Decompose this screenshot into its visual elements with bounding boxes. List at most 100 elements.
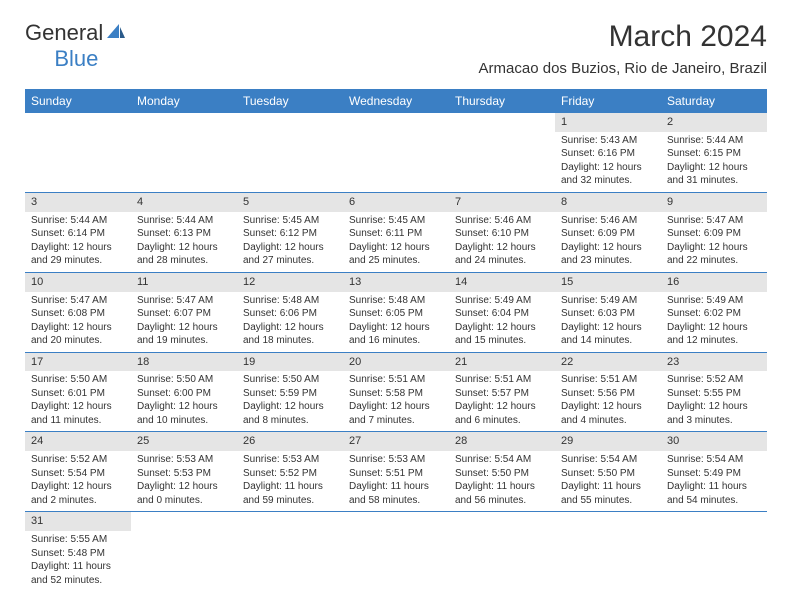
day-number: 12 [237, 273, 343, 292]
logo-text-1: General [25, 20, 103, 46]
sunset-line: Sunset: 5:58 PM [349, 387, 443, 401]
sunrise-line: Sunrise: 5:53 AM [137, 453, 231, 467]
day-number: 13 [343, 273, 449, 292]
daylight-line-2: and 10 minutes. [137, 414, 231, 428]
calendar-cell: 30Sunrise: 5:54 AMSunset: 5:49 PMDayligh… [661, 432, 767, 512]
sunrise-line: Sunrise: 5:45 AM [349, 214, 443, 228]
daylight-line-2: and 24 minutes. [455, 254, 549, 268]
sunrise-line: Sunrise: 5:46 AM [561, 214, 655, 228]
sunrise-line: Sunrise: 5:44 AM [137, 214, 231, 228]
sunrise-line: Sunrise: 5:44 AM [31, 214, 125, 228]
daylight-line-2: and 4 minutes. [561, 414, 655, 428]
sunrise-line: Sunrise: 5:50 AM [31, 373, 125, 387]
weekday-header: Wednesday [343, 89, 449, 113]
daylight-line-1: Daylight: 12 hours [349, 241, 443, 255]
calendar-cell: 8Sunrise: 5:46 AMSunset: 6:09 PMDaylight… [555, 193, 661, 273]
daylight-line-1: Daylight: 12 hours [667, 321, 761, 335]
calendar-cell: 3Sunrise: 5:44 AMSunset: 6:14 PMDaylight… [25, 193, 131, 273]
day-content: Sunrise: 5:51 AMSunset: 5:56 PMDaylight:… [555, 371, 661, 431]
sunset-line: Sunset: 6:09 PM [667, 227, 761, 241]
calendar-cell: 28Sunrise: 5:54 AMSunset: 5:50 PMDayligh… [449, 432, 555, 512]
day-content: Sunrise: 5:50 AMSunset: 6:00 PMDaylight:… [131, 371, 237, 431]
day-number: 4 [131, 193, 237, 212]
calendar-cell: 15Sunrise: 5:49 AMSunset: 6:03 PMDayligh… [555, 273, 661, 353]
calendar-cell: 17Sunrise: 5:50 AMSunset: 6:01 PMDayligh… [25, 353, 131, 433]
day-number: 14 [449, 273, 555, 292]
daylight-line-1: Daylight: 12 hours [31, 321, 125, 335]
daylight-line-2: and 6 minutes. [455, 414, 549, 428]
day-number: 11 [131, 273, 237, 292]
calendar-cell [449, 113, 555, 193]
sunrise-line: Sunrise: 5:49 AM [455, 294, 549, 308]
day-number: 23 [661, 353, 767, 372]
day-content: Sunrise: 5:47 AMSunset: 6:09 PMDaylight:… [661, 212, 767, 272]
sunrise-line: Sunrise: 5:54 AM [561, 453, 655, 467]
calendar-cell: 12Sunrise: 5:48 AMSunset: 6:06 PMDayligh… [237, 273, 343, 353]
daylight-line-1: Daylight: 12 hours [137, 241, 231, 255]
sunrise-line: Sunrise: 5:55 AM [31, 533, 125, 547]
day-content: Sunrise: 5:50 AMSunset: 5:59 PMDaylight:… [237, 371, 343, 431]
daylight-line-1: Daylight: 11 hours [667, 480, 761, 494]
day-number: 19 [237, 353, 343, 372]
daylight-line-2: and 8 minutes. [243, 414, 337, 428]
sunset-line: Sunset: 6:01 PM [31, 387, 125, 401]
sunrise-line: Sunrise: 5:49 AM [667, 294, 761, 308]
calendar-cell [131, 113, 237, 193]
daylight-line-1: Daylight: 12 hours [561, 161, 655, 175]
sunrise-line: Sunrise: 5:46 AM [455, 214, 549, 228]
sunset-line: Sunset: 6:05 PM [349, 307, 443, 321]
day-content: Sunrise: 5:53 AMSunset: 5:53 PMDaylight:… [131, 451, 237, 511]
daylight-line-1: Daylight: 12 hours [561, 400, 655, 414]
day-number: 30 [661, 432, 767, 451]
daylight-line-2: and 28 minutes. [137, 254, 231, 268]
day-number: 27 [343, 432, 449, 451]
daylight-line-1: Daylight: 12 hours [455, 321, 549, 335]
sunset-line: Sunset: 6:16 PM [561, 147, 655, 161]
daylight-line-2: and 54 minutes. [667, 494, 761, 508]
daylight-line-1: Daylight: 12 hours [243, 400, 337, 414]
sunrise-line: Sunrise: 5:47 AM [31, 294, 125, 308]
logo: General [25, 20, 127, 46]
calendar-cell: 25Sunrise: 5:53 AMSunset: 5:53 PMDayligh… [131, 432, 237, 512]
daylight-line-1: Daylight: 12 hours [561, 321, 655, 335]
sunset-line: Sunset: 5:49 PM [667, 467, 761, 481]
day-number: 18 [131, 353, 237, 372]
title-block: March 2024 Armacao dos Buzios, Rio de Ja… [479, 20, 767, 85]
day-number: 28 [449, 432, 555, 451]
sunrise-line: Sunrise: 5:43 AM [561, 134, 655, 148]
daylight-line-2: and 19 minutes. [137, 334, 231, 348]
sunset-line: Sunset: 5:53 PM [137, 467, 231, 481]
sunrise-line: Sunrise: 5:50 AM [243, 373, 337, 387]
day-number: 5 [237, 193, 343, 212]
daylight-line-2: and 22 minutes. [667, 254, 761, 268]
calendar-cell: 19Sunrise: 5:50 AMSunset: 5:59 PMDayligh… [237, 353, 343, 433]
calendar-cell: 31Sunrise: 5:55 AMSunset: 5:48 PMDayligh… [25, 512, 131, 591]
sunset-line: Sunset: 5:48 PM [31, 547, 125, 561]
sunrise-line: Sunrise: 5:54 AM [455, 453, 549, 467]
weekday-header: Thursday [449, 89, 555, 113]
sunset-line: Sunset: 5:55 PM [667, 387, 761, 401]
day-content: Sunrise: 5:54 AMSunset: 5:50 PMDaylight:… [449, 451, 555, 511]
calendar-cell: 23Sunrise: 5:52 AMSunset: 5:55 PMDayligh… [661, 353, 767, 433]
daylight-line-1: Daylight: 12 hours [137, 480, 231, 494]
sunrise-line: Sunrise: 5:51 AM [349, 373, 443, 387]
daylight-line-1: Daylight: 11 hours [31, 560, 125, 574]
calendar: SundayMondayTuesdayWednesdayThursdayFrid… [25, 89, 767, 591]
calendar-cell [237, 512, 343, 591]
calendar-cell: 4Sunrise: 5:44 AMSunset: 6:13 PMDaylight… [131, 193, 237, 273]
day-content: Sunrise: 5:53 AMSunset: 5:51 PMDaylight:… [343, 451, 449, 511]
daylight-line-2: and 52 minutes. [31, 574, 125, 588]
calendar-cell [661, 512, 767, 591]
day-number: 8 [555, 193, 661, 212]
calendar-cell: 26Sunrise: 5:53 AMSunset: 5:52 PMDayligh… [237, 432, 343, 512]
day-content: Sunrise: 5:45 AMSunset: 6:12 PMDaylight:… [237, 212, 343, 272]
sunrise-line: Sunrise: 5:47 AM [667, 214, 761, 228]
calendar-cell: 10Sunrise: 5:47 AMSunset: 6:08 PMDayligh… [25, 273, 131, 353]
daylight-line-1: Daylight: 12 hours [243, 321, 337, 335]
sunset-line: Sunset: 6:11 PM [349, 227, 443, 241]
daylight-line-2: and 55 minutes. [561, 494, 655, 508]
daylight-line-2: and 27 minutes. [243, 254, 337, 268]
sunset-line: Sunset: 6:00 PM [137, 387, 231, 401]
day-content: Sunrise: 5:44 AMSunset: 6:14 PMDaylight:… [25, 212, 131, 272]
sunrise-line: Sunrise: 5:49 AM [561, 294, 655, 308]
